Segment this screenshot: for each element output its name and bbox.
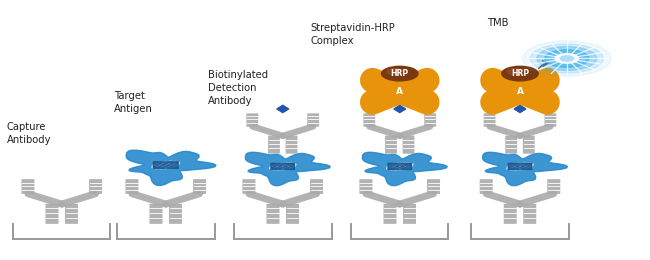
Polygon shape (514, 105, 526, 113)
Text: TMB: TMB (488, 18, 509, 28)
Text: A: A (396, 87, 403, 96)
Polygon shape (394, 105, 406, 113)
Circle shape (530, 44, 603, 73)
Text: Target
Antigen: Target Antigen (114, 91, 153, 114)
Circle shape (387, 68, 404, 75)
FancyBboxPatch shape (307, 113, 319, 127)
Circle shape (555, 54, 578, 63)
Text: Streptavidin-HRP
Complex: Streptavidin-HRP Complex (311, 23, 395, 46)
FancyBboxPatch shape (547, 179, 560, 194)
FancyBboxPatch shape (46, 204, 58, 224)
FancyBboxPatch shape (384, 204, 396, 224)
FancyBboxPatch shape (246, 113, 258, 127)
FancyBboxPatch shape (359, 179, 372, 194)
Polygon shape (277, 105, 289, 113)
FancyBboxPatch shape (65, 204, 78, 224)
FancyBboxPatch shape (403, 204, 416, 224)
Text: HRP: HRP (391, 69, 409, 78)
FancyBboxPatch shape (285, 136, 298, 154)
Text: A: A (517, 87, 523, 96)
Circle shape (502, 66, 538, 81)
FancyBboxPatch shape (286, 204, 299, 224)
Circle shape (537, 47, 597, 70)
FancyBboxPatch shape (89, 179, 102, 194)
FancyBboxPatch shape (266, 204, 280, 224)
FancyBboxPatch shape (268, 136, 280, 154)
Circle shape (560, 56, 573, 61)
FancyBboxPatch shape (150, 204, 162, 224)
FancyBboxPatch shape (385, 136, 397, 154)
FancyBboxPatch shape (125, 179, 138, 194)
Circle shape (545, 50, 589, 67)
Circle shape (523, 41, 611, 76)
Polygon shape (482, 152, 567, 186)
FancyBboxPatch shape (193, 179, 206, 194)
FancyBboxPatch shape (242, 179, 255, 194)
FancyBboxPatch shape (427, 179, 440, 194)
Circle shape (382, 66, 418, 81)
FancyBboxPatch shape (424, 113, 436, 127)
Circle shape (507, 68, 524, 75)
Polygon shape (126, 150, 216, 186)
FancyBboxPatch shape (523, 136, 535, 154)
FancyBboxPatch shape (504, 204, 517, 224)
FancyBboxPatch shape (505, 136, 517, 154)
Text: Capture
Antibody: Capture Antibody (6, 122, 51, 145)
Polygon shape (245, 152, 330, 186)
Polygon shape (362, 152, 447, 186)
FancyBboxPatch shape (402, 136, 415, 154)
Text: Biotinylated
Detection
Antibody: Biotinylated Detection Antibody (208, 70, 268, 106)
FancyBboxPatch shape (484, 113, 495, 127)
FancyBboxPatch shape (363, 113, 375, 127)
FancyBboxPatch shape (21, 179, 34, 194)
FancyBboxPatch shape (480, 179, 493, 194)
FancyBboxPatch shape (545, 113, 556, 127)
Text: HRP: HRP (511, 69, 529, 78)
FancyBboxPatch shape (169, 204, 182, 224)
FancyBboxPatch shape (310, 179, 323, 194)
FancyBboxPatch shape (523, 204, 536, 224)
